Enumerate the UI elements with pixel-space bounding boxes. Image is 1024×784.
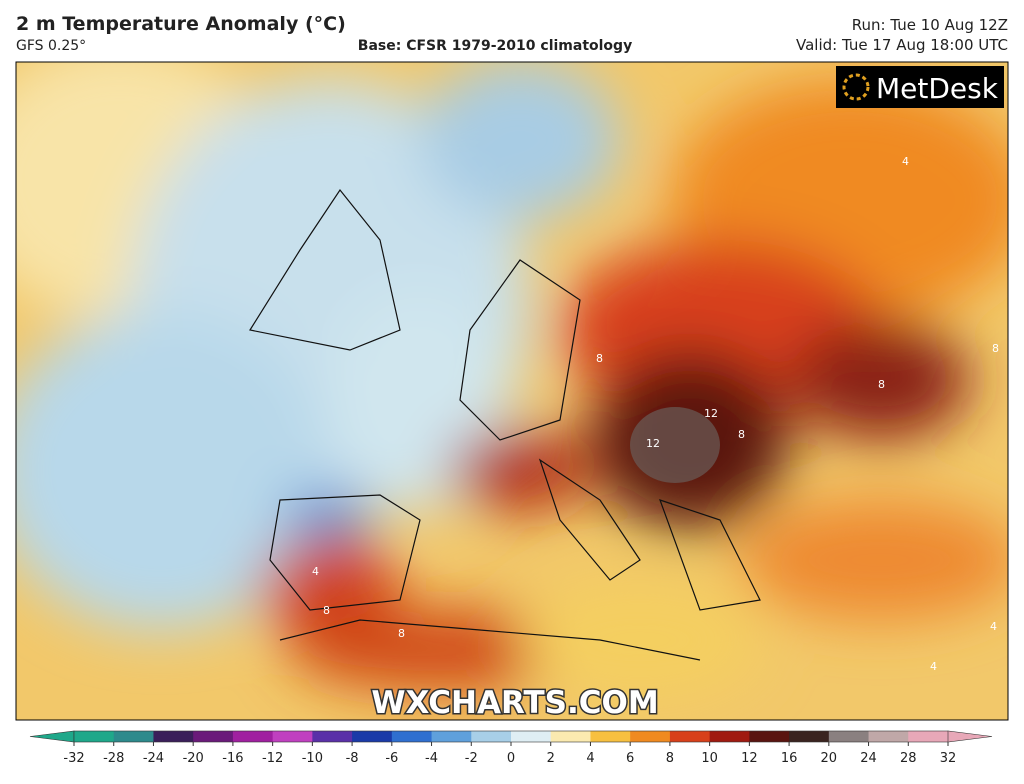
colorbar-segment: [352, 731, 393, 742]
contour-label: 8: [398, 627, 405, 640]
colorbar-segment: [232, 731, 274, 742]
colorbar-segment: [391, 731, 433, 742]
coastline: [279, 619, 701, 661]
run: Run: Tue 10 Aug 12Z: [852, 16, 1008, 34]
colorbar-segment: [590, 731, 631, 742]
contour-label: 4: [990, 620, 997, 633]
map-frame: [15, 61, 1009, 721]
contour-labels: 12 12 8 8 8 8 8 4 4 4 8 4: [312, 155, 999, 673]
colorbar-tick-label: 4: [586, 751, 594, 766]
logo-box: [836, 66, 1004, 108]
colorbar-end: [947, 730, 993, 743]
colorbar-segment: [193, 731, 234, 742]
colorbar-end: [29, 730, 75, 743]
colorbar-tick-label: -6: [385, 751, 398, 766]
colorbar-tick-label: 20: [821, 751, 838, 766]
colorbar-tick-label: 0: [507, 751, 515, 766]
colorbar-segment: [789, 731, 830, 742]
coastline: [249, 188, 761, 611]
colorbar-tick-label: 28: [900, 751, 917, 766]
colorbar-tick-label: 16: [781, 751, 798, 766]
title: 2 m Temperature Anomaly (°C): [16, 13, 346, 35]
logo: MetDesk: [876, 72, 999, 105]
valid: Valid: Tue 17 Aug 18:00 UTC: [796, 36, 1008, 54]
colorbar-segment: [868, 731, 909, 742]
colorbar-tick-label: 2: [547, 751, 555, 766]
colorbar-segment: [749, 731, 790, 742]
colorbar-segment: [511, 731, 552, 742]
colorbar-tick-label: -12: [262, 751, 283, 766]
colorbar-segment: [828, 731, 870, 742]
colorbar-tick-label: 10: [701, 751, 718, 766]
anomaly-core: [630, 407, 720, 483]
colorbar-tick-label: -4: [425, 751, 438, 766]
colorbar-tick-label: -20: [183, 751, 204, 766]
colorbar-tick-label: -28: [103, 751, 124, 766]
base: Base: CFSR 1979-2010 climatology: [358, 38, 632, 54]
colorbar-segment: [630, 731, 671, 742]
colorbar-segment: [550, 731, 591, 742]
contour-label: 8: [596, 352, 603, 365]
colorbar-tick-label: -10: [302, 751, 323, 766]
colorbar-segment: [74, 731, 115, 742]
colorbar-tick-label: -2: [465, 751, 478, 766]
colorbar-segment: [471, 731, 512, 742]
watermark: WXCHARTS.COM: [371, 685, 658, 721]
contour-label: 8: [738, 428, 745, 441]
contour-label: 4: [902, 155, 909, 168]
colorbar-segment: [113, 731, 154, 742]
contour-label: 12: [704, 407, 718, 420]
colorbar-tick-label: 8: [666, 751, 674, 766]
model: GFS 0.25°: [16, 38, 86, 54]
contour-label: 4: [930, 660, 937, 673]
colorbar: -32 -28 -24 -20 -16 -12 -10 -8 -6 -4 -2 0 2 4 6 8 10 12 16…: [29, 730, 993, 766]
contour-label: 8: [992, 342, 999, 355]
contour-label: 12: [646, 437, 660, 450]
colorbar-tick-label: -8: [346, 751, 359, 766]
colorbar-tick-label: -24: [143, 751, 164, 766]
colorbar-segment: [272, 731, 313, 742]
map: [16, 62, 1008, 720]
colorbar-tick-label: 24: [860, 751, 877, 766]
colorbar-tick-label: 12: [741, 751, 758, 766]
logo-icon: [842, 73, 870, 101]
colorbar-segment: [153, 731, 194, 742]
colorbar-segment: [669, 731, 711, 742]
contour-label: 8: [323, 604, 330, 617]
colorbar-segment: [312, 731, 353, 742]
contour-label: 4: [312, 565, 319, 578]
colorbar-tick-label: -16: [222, 751, 243, 766]
colorbar-tick-label: 32: [940, 751, 957, 766]
colorbar-segment: [908, 731, 949, 742]
colorbar-tick-label: 6: [626, 751, 634, 766]
colorbar-segment: [431, 731, 472, 742]
colorbar-tick-label: -32: [63, 751, 84, 766]
colorbar-segment: [709, 731, 750, 742]
contour-label: 8: [878, 378, 885, 391]
